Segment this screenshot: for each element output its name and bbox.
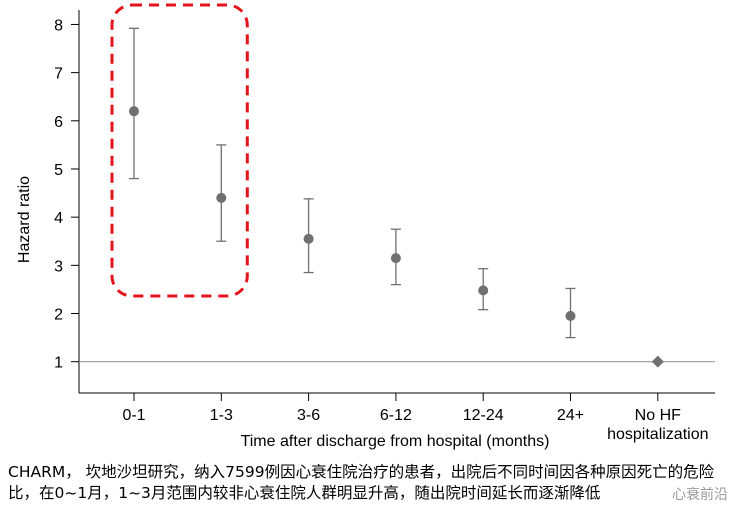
data-point: [303, 233, 314, 244]
x-tick-label: 12-24: [463, 407, 504, 424]
watermark: 心衰前沿: [670, 484, 730, 504]
x-tick-label: 3-6: [297, 407, 320, 424]
y-tick-label: 8: [54, 17, 63, 34]
x-tick-label: 6-12: [380, 407, 412, 424]
x-tick-label: 1-3: [210, 407, 233, 424]
y-tick-label: 1: [54, 355, 63, 372]
y-tick-label: 6: [54, 114, 63, 131]
chart-canvas: 1 2 3 4 5 6 7 8 0-1 1-3 3-6 6-12 12-24 24+ No HF hospi…: [16, 3, 715, 450]
y-tick-label: 3: [54, 258, 63, 275]
data-point: [216, 192, 227, 203]
x-tick-label: hospitalization: [607, 426, 708, 443]
highlight-box: [110, 3, 249, 298]
figure-caption: CHARM， 坎地沙坦研究，纳入7599例因心衰住院治疗的患者，出院后不同时间因…: [8, 463, 715, 502]
x-tick-label: 24+: [557, 407, 584, 424]
data-point-diamond: [651, 355, 664, 368]
hazard-ratio-chart: 1 2 3 4 5 6 7 8 0-1 1-3 3-6 6-12 12-24 24+ No HF hospi…: [16, 3, 715, 450]
data-point: [478, 285, 489, 296]
data-point: [129, 106, 139, 117]
x-axis-title: Time after discharge from hospital (mont…: [241, 433, 550, 450]
y-tick-label: 7: [54, 66, 63, 83]
y-tick-label: 5: [54, 162, 63, 179]
data-point: [390, 253, 401, 264]
y-tick-label: 2: [54, 307, 63, 324]
x-tick-label: No HF: [635, 407, 681, 424]
y-tick-label: 4: [54, 210, 63, 227]
data-point: [565, 310, 576, 321]
y-axis-title: Hazard ratio: [16, 176, 33, 263]
x-tick-label: 0-1: [122, 407, 145, 424]
